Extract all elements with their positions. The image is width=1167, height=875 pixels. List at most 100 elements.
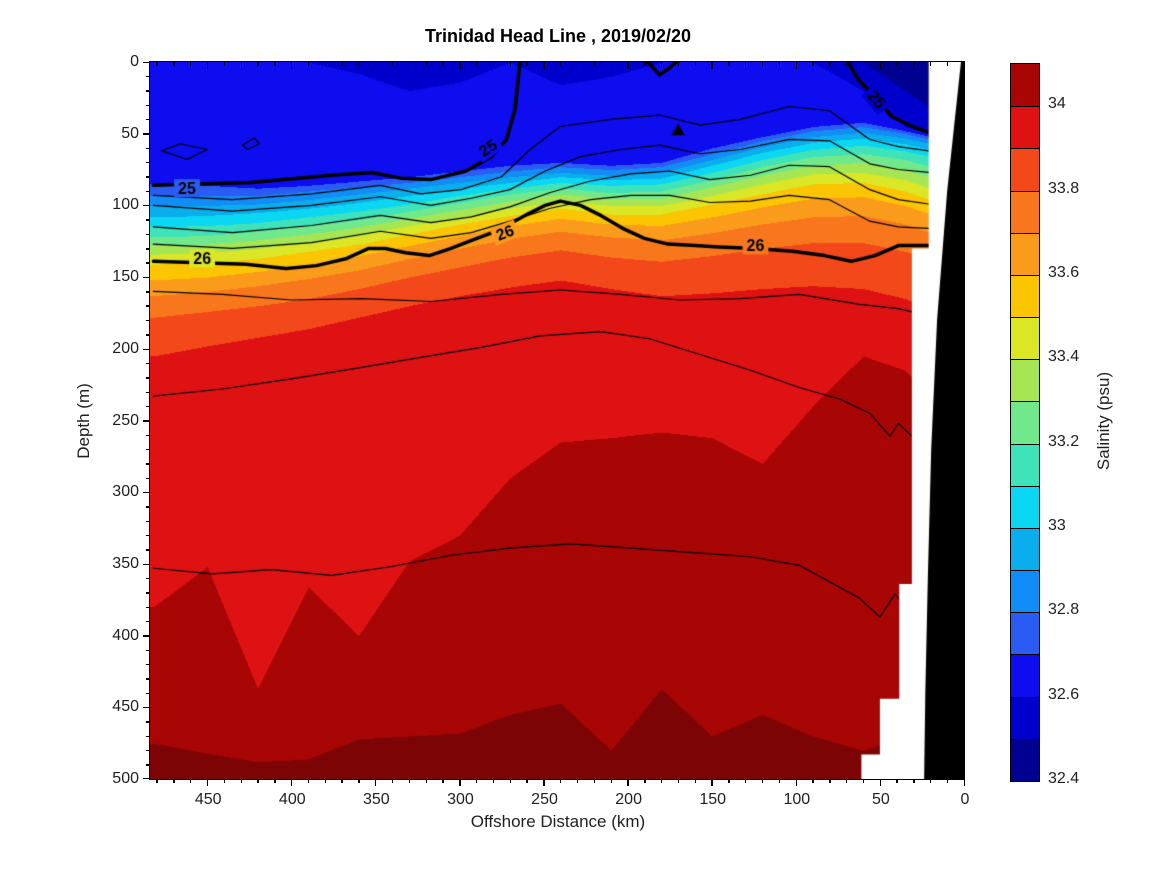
- colorbar-segment: [1011, 654, 1039, 697]
- axis-tick: [274, 62, 276, 67]
- axis-tick: [290, 779, 293, 787]
- axis-tick: [627, 62, 629, 70]
- axis-tick: [341, 779, 343, 784]
- x-tick-label: 100: [783, 791, 811, 808]
- x-tick-label: 0: [960, 791, 970, 808]
- axis-tick: [459, 62, 461, 70]
- axis-tick: [143, 491, 151, 494]
- axis-tick: [146, 620, 151, 623]
- axis-tick: [146, 750, 151, 752]
- axis-tick: [610, 779, 612, 784]
- axis-tick: [146, 319, 151, 322]
- plot-title: Trinidad Head Line , 2019/02/20: [424, 26, 692, 46]
- axis-tick: [307, 779, 310, 784]
- axis-tick: [375, 62, 377, 70]
- axis-tick: [240, 779, 242, 784]
- axis-tick: [146, 90, 151, 92]
- y-tick-label: 150: [112, 268, 139, 286]
- axis-tick: [761, 779, 764, 784]
- colorbar-segment: [1011, 612, 1039, 655]
- axis-tick: [146, 147, 151, 150]
- axis-tick: [143, 205, 151, 207]
- axis-tick: [146, 477, 151, 479]
- axis-tick: [307, 62, 310, 67]
- axis-tick: [812, 62, 814, 67]
- axis-tick: [576, 62, 579, 67]
- x-tick-label: 150: [699, 791, 727, 808]
- y-tick-label: 0: [130, 53, 139, 71]
- y-tick-label: 350: [112, 554, 139, 572]
- axis-tick: [963, 62, 966, 70]
- x-tick-label: 300: [447, 791, 474, 808]
- axis-tick: [146, 764, 151, 766]
- colorbar-segment: [1011, 317, 1039, 360]
- axis-tick: [930, 779, 932, 784]
- axis-tick: [223, 62, 226, 67]
- axis-tick: [879, 779, 881, 787]
- colorbar-tick-label: 34: [1048, 95, 1066, 113]
- y-tick-label: 250: [112, 411, 139, 429]
- axis-tick: [509, 779, 511, 784]
- axis-tick: [812, 779, 814, 784]
- y-tick-label: 400: [112, 626, 139, 644]
- axis-tick: [711, 779, 713, 787]
- axis-tick: [146, 577, 151, 580]
- axis-tick: [146, 735, 151, 738]
- colorbar-label: Salinity (psu): [1094, 371, 1113, 471]
- axis-tick: [526, 62, 528, 67]
- axis-tick: [644, 62, 646, 67]
- axis-tick: [173, 62, 175, 67]
- axis-tick: [509, 62, 511, 67]
- axis-tick: [677, 62, 680, 67]
- colorbar-tick-label: 33.2: [1048, 432, 1080, 450]
- axis-tick: [146, 592, 151, 594]
- axis-tick: [257, 62, 259, 67]
- axis-tick: [694, 62, 696, 67]
- axis-tick: [143, 133, 151, 135]
- axis-tick: [146, 391, 151, 393]
- axis-tick: [408, 62, 411, 67]
- axis-tick: [146, 176, 151, 178]
- axis-tick: [156, 62, 158, 67]
- colorbar-segment: [1011, 738, 1039, 781]
- axis-tick: [711, 62, 713, 70]
- axis-tick: [778, 62, 781, 67]
- axis-tick: [146, 233, 151, 236]
- axis-tick: [829, 779, 831, 784]
- axis-tick: [576, 779, 579, 784]
- colorbar-tick-label: 33.8: [1048, 179, 1080, 197]
- axis-tick: [946, 779, 949, 784]
- axis-tick: [146, 520, 151, 522]
- y-tick-label: 500: [112, 770, 139, 788]
- axis-tick: [761, 62, 764, 67]
- axis-tick: [358, 779, 360, 784]
- axis-tick: [146, 248, 151, 250]
- plot-area: [143, 61, 966, 787]
- axis-tick: [223, 779, 226, 784]
- axis-tick: [146, 678, 151, 680]
- axis-tick: [862, 779, 865, 784]
- axis-tick: [146, 663, 151, 666]
- axis-tick: [190, 779, 192, 784]
- y-tick-label: 50: [121, 124, 139, 142]
- axis-tick: [146, 190, 151, 193]
- axis-tick: [206, 779, 209, 787]
- colorbar-segment: [1011, 274, 1039, 318]
- axis-tick: [845, 779, 848, 784]
- axis-tick: [425, 62, 427, 67]
- axis-tick: [795, 62, 797, 70]
- axis-tick: [341, 62, 343, 67]
- axis-tick: [146, 76, 151, 78]
- axis-tick: [475, 779, 478, 784]
- x-tick-label: 400: [278, 791, 306, 808]
- axis-tick: [677, 779, 680, 784]
- axis-tick: [728, 779, 730, 784]
- y-tick-label: 450: [112, 698, 139, 716]
- axis-tick: [425, 779, 427, 784]
- salinity-contour-canvas: [150, 62, 965, 780]
- axis-tick: [492, 62, 495, 67]
- axis-tick: [146, 434, 151, 436]
- axis-tick: [896, 779, 898, 784]
- axis-tick: [593, 62, 596, 67]
